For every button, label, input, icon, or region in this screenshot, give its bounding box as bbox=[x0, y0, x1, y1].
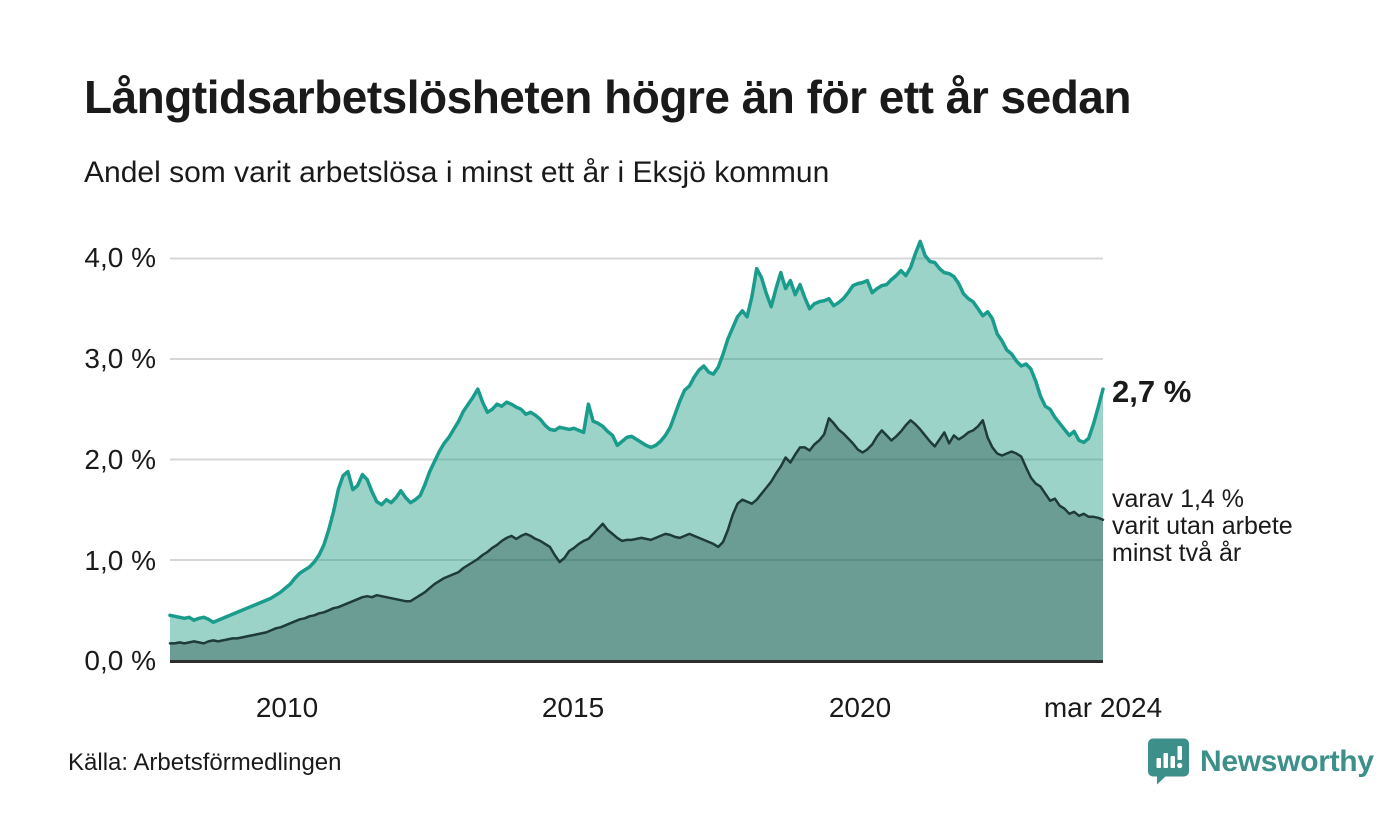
x-axis-tick-2015: 2015 bbox=[541, 692, 605, 723]
x-axis-tick-2010: 2010 bbox=[255, 692, 319, 723]
y-axis-tick-3: 3,0 % bbox=[84, 343, 156, 374]
line-unemployed-min-1yr bbox=[168, 239, 1105, 625]
page-title: Långtidsarbetslösheten högre än för ett … bbox=[84, 71, 1131, 123]
y-axis-tick-0: 0,0 % bbox=[84, 645, 156, 676]
secondary-annotation: varav 1,4 % varit utan arbete minst två … bbox=[1112, 485, 1293, 567]
newsworthy-logo: Newsworthy bbox=[1146, 737, 1374, 786]
latest-value-label: 2,7 % bbox=[1112, 374, 1192, 409]
x-axis-tick-2020: 2020 bbox=[828, 692, 892, 723]
y-axis-tick-2: 2,0 % bbox=[84, 444, 156, 475]
area-unemployed-min-1yr bbox=[170, 241, 1103, 661]
newsworthy-wordmark: Newsworthy bbox=[1200, 744, 1374, 778]
newsworthy-speech-bubble-bar-chart-icon bbox=[1146, 737, 1191, 786]
line-unemployed-min-2yr bbox=[168, 417, 1105, 645]
y-axis-tick-1: 1,0 % bbox=[84, 545, 156, 576]
y-axis-tick-4: 4,0 % bbox=[84, 242, 156, 273]
page-subtitle: Andel som varit arbetslösa i minst ett å… bbox=[84, 156, 830, 189]
x-axis-tick-mar-2024: mar 2024 bbox=[1043, 692, 1163, 723]
source-credit: Källa: Arbetsförmedlingen bbox=[68, 749, 342, 776]
